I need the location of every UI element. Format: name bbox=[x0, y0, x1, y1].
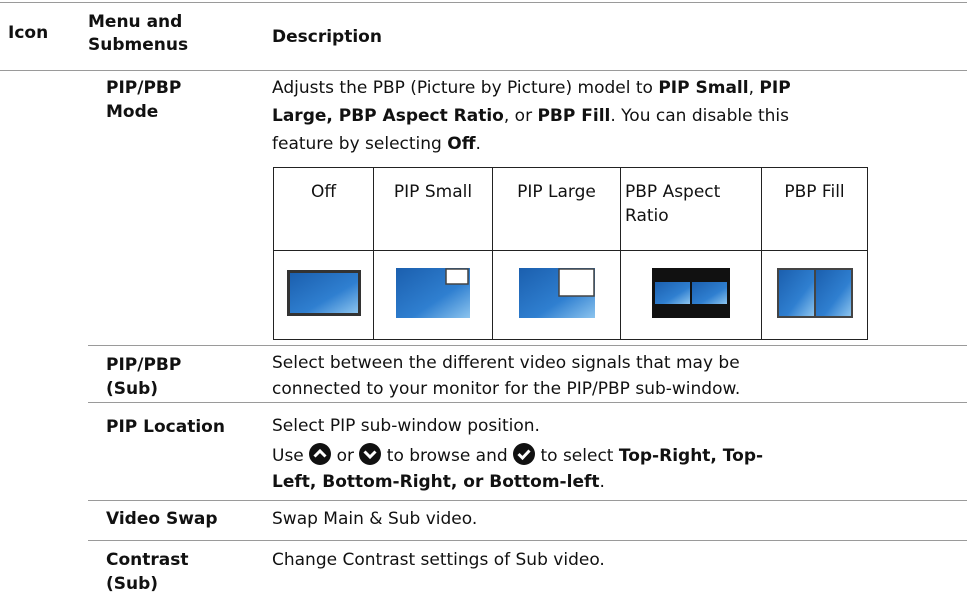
text: connected to your monitor for the PIP/PB… bbox=[272, 379, 741, 399]
text: to select bbox=[540, 446, 619, 466]
up-button-icon bbox=[309, 443, 332, 465]
text: . bbox=[475, 134, 481, 154]
thumb-pip-large bbox=[518, 267, 595, 318]
mode-label: PIP Small bbox=[373, 167, 493, 251]
text: Adjusts the PBP (Picture by Picture) mod… bbox=[272, 78, 659, 98]
description: Adjusts the PBP (Picture by Picture) mod… bbox=[272, 74, 791, 158]
text: or bbox=[336, 446, 354, 466]
text: Change Contrast settings of Sub video. bbox=[272, 550, 605, 570]
menu-item: PIP Location bbox=[106, 417, 225, 437]
text: to browse and bbox=[386, 446, 508, 466]
description: Select PIP sub-window position. bbox=[272, 412, 540, 440]
mode-thumb bbox=[373, 250, 493, 340]
menu-item: Contrast (Sub) bbox=[106, 550, 189, 594]
text: PBP Fill bbox=[537, 106, 611, 126]
text: PIP Small bbox=[658, 78, 749, 98]
description: Change Contrast settings of Sub video. bbox=[272, 546, 605, 574]
text: feature by selecting bbox=[272, 134, 448, 154]
rule bbox=[0, 70, 967, 71]
menu-item: PIP/PBP Mode bbox=[106, 78, 182, 122]
text: , or bbox=[503, 106, 538, 126]
menu-item: PIP/PBP (Sub) bbox=[106, 355, 182, 399]
text: Off bbox=[447, 134, 476, 154]
rule bbox=[88, 402, 967, 403]
header-menu: Menu and Submenus bbox=[88, 12, 189, 55]
text: . bbox=[599, 472, 605, 492]
header-icon: Icon bbox=[8, 23, 49, 43]
mode-table: Off PIP Small PIP Large PBP Aspect Ratio… bbox=[273, 167, 868, 340]
mode-label: PBP Fill bbox=[761, 167, 868, 251]
thumb-off bbox=[286, 269, 361, 316]
text: Use bbox=[272, 446, 304, 466]
mode-thumb bbox=[273, 250, 374, 340]
description: Use or to browse and to select Top-Right… bbox=[272, 443, 763, 495]
text: Select between the different video signa… bbox=[272, 353, 740, 373]
mode-label: PBP Aspect Ratio bbox=[620, 167, 762, 251]
thumb-pbp-fill bbox=[776, 267, 853, 318]
menu-item: Video Swap bbox=[106, 509, 218, 529]
mode-thumb bbox=[620, 250, 762, 340]
description: Select between the different video signa… bbox=[272, 350, 740, 402]
text: . You can disable this bbox=[610, 106, 790, 126]
text: Left, Bottom-Right, or Bottom-left bbox=[272, 472, 600, 492]
check-button-icon bbox=[513, 443, 536, 465]
text: Large, PBP Aspect Ratio bbox=[272, 106, 504, 126]
mode-label: PIP Large bbox=[492, 167, 621, 251]
rule bbox=[88, 500, 967, 501]
description: Swap Main & Sub video. bbox=[272, 505, 477, 533]
text: PIP bbox=[759, 78, 791, 98]
text: Top-Right, Top- bbox=[618, 446, 764, 466]
rule bbox=[88, 540, 967, 541]
down-button-icon bbox=[359, 443, 382, 465]
text: Select PIP sub-window position. bbox=[272, 416, 540, 436]
thumb-pip-small bbox=[396, 267, 470, 318]
text: , bbox=[748, 78, 760, 98]
text: Swap Main & Sub video. bbox=[272, 509, 478, 529]
mode-label: Off bbox=[273, 167, 374, 251]
thumb-pbp-aspect bbox=[652, 267, 730, 318]
rule bbox=[0, 2, 967, 3]
rule bbox=[88, 345, 967, 346]
header-description: Description bbox=[272, 27, 382, 47]
mode-thumb bbox=[761, 250, 868, 340]
mode-thumb bbox=[492, 250, 621, 340]
